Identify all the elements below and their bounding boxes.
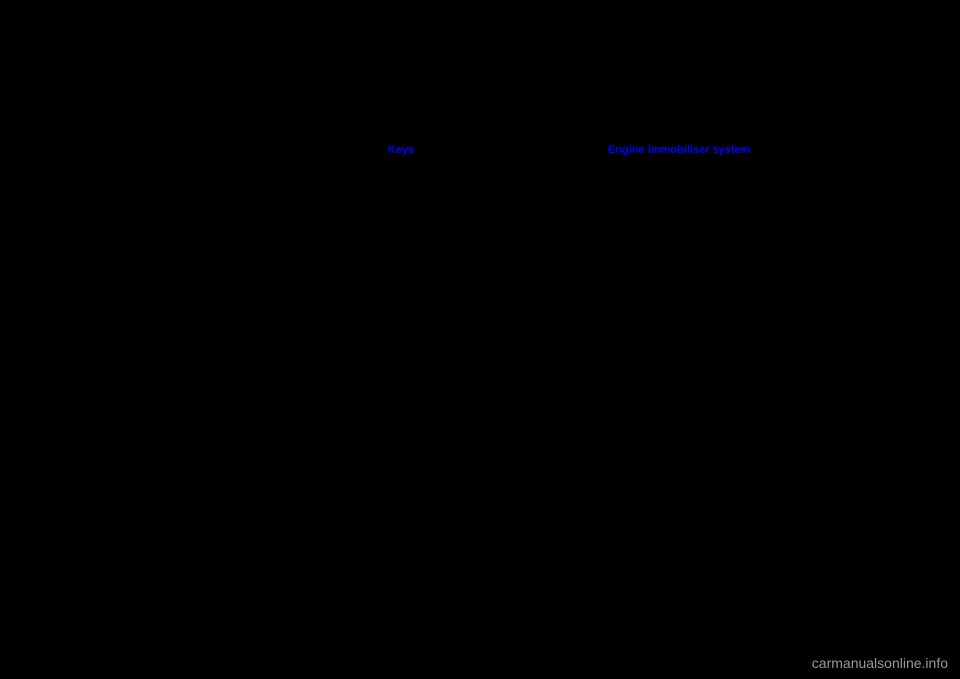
watermark-text: carmanualsonline.info [812,655,948,671]
section-heading-immobiliser: Engine immobiliser system [608,144,750,156]
section-heading-keys: Keys [388,144,414,156]
